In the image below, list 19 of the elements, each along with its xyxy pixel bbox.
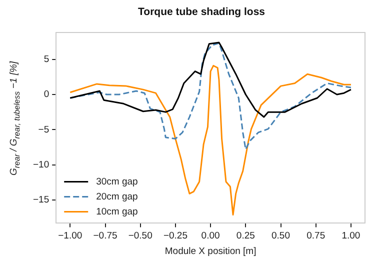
x-tick-label: 0.00 [201, 230, 220, 242]
chart-title: Torque tube shading loss [138, 6, 266, 18]
y-tick-label: −15 [32, 194, 50, 206]
x-tick-label: 0.75 [306, 230, 326, 242]
x-tick-label: −0.25 [163, 230, 188, 242]
y-tick-label: 5 [44, 54, 50, 65]
legend-label: 20cm gap [96, 191, 138, 202]
legend-label: 30cm gap [96, 176, 138, 188]
y-tick-label: −5 [38, 124, 50, 136]
x-axis-title: Module X position [m] [164, 246, 256, 257]
x-tick-label: 0.25 [236, 230, 255, 242]
legend-label: 10cm gap [96, 206, 138, 218]
y-tick-label: −10 [32, 159, 50, 170]
x-tick-label: 1.00 [342, 230, 360, 242]
x-tick-label: 0.50 [272, 230, 290, 242]
x-tick-label: −1.00 [58, 230, 82, 242]
x-tick-label: −0.75 [93, 230, 118, 242]
x-tick-label: −0.50 [128, 230, 152, 242]
y-tick-label: 0 [44, 89, 50, 100]
